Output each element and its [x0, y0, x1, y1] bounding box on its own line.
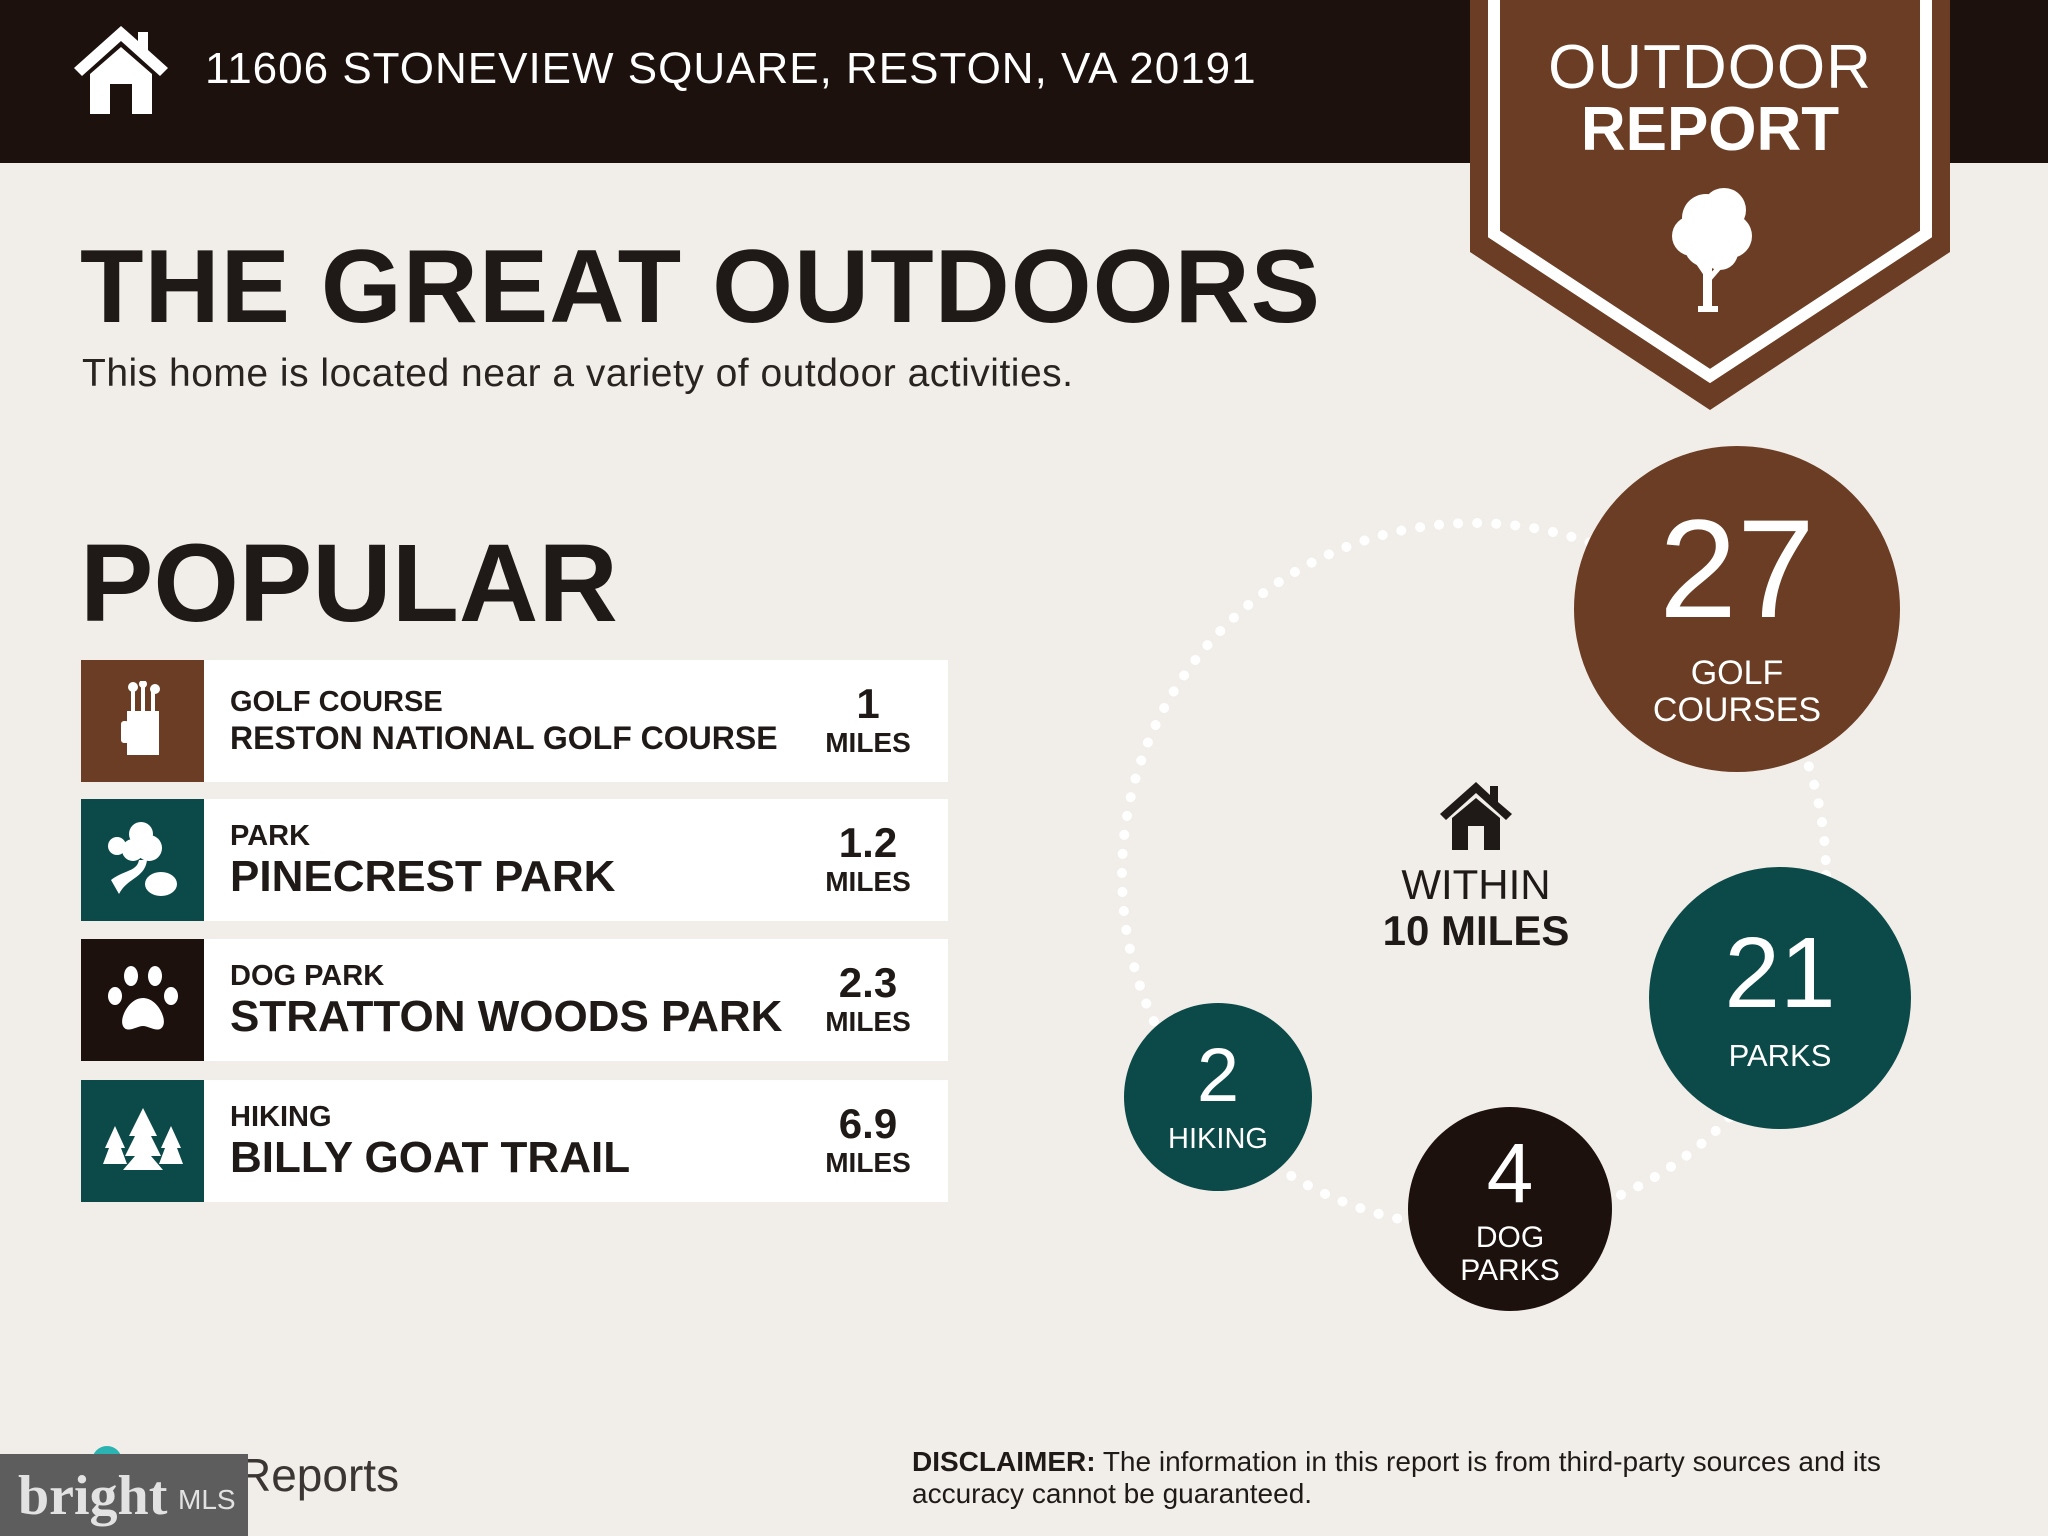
golf-count: 27	[1659, 489, 1815, 647]
page-subtitle: This home is located near a variety of o…	[82, 352, 1074, 395]
popular-item-golf: GOLF COURSE RESTON NATIONAL GOLF COURSE 1…	[81, 660, 948, 782]
parks-count-circle: 21 PARKS	[1649, 867, 1911, 1129]
golf-count-circle: 27 GOLF COURSES	[1574, 446, 1900, 772]
dog-parks-count-circle: 4 DOG PARKS	[1408, 1107, 1612, 1311]
item-unit: MILES	[825, 866, 911, 897]
item-category: DOG PARK	[230, 960, 385, 992]
hiking-label: HIKING	[1168, 1123, 1268, 1156]
item-distance: 1	[856, 680, 880, 727]
dog-label-1: DOG	[1475, 1221, 1545, 1254]
outdoor-report-badge	[1470, 0, 1950, 410]
item-name: RESTON NATIONAL GOLF COURSE	[230, 720, 778, 756]
badge-line-2: REPORT	[1580, 95, 1840, 164]
paw-icon	[81, 939, 204, 1061]
popular-item-dog-park: DOG PARK STRATTON WOODS PARK 2.3 MILES	[81, 939, 948, 1061]
bright-mls-logo: bright MLS	[0, 1454, 248, 1536]
item-name: STRATTON WOODS PARK	[230, 992, 783, 1041]
within-distance: 10 MILES	[1382, 907, 1570, 954]
golf-label-2: COURSES	[1652, 691, 1822, 729]
tree-icon	[1672, 188, 1752, 312]
item-name: PINECREST PARK	[230, 852, 616, 901]
item-distance: 6.9	[838, 1100, 898, 1147]
item-distance: 1.2	[838, 819, 898, 866]
popular-heading: POPULAR	[80, 522, 618, 645]
parks-count: 21	[1724, 916, 1836, 1029]
item-category: HIKING	[230, 1101, 332, 1133]
park-trees-icon	[81, 799, 204, 921]
item-category: PARK	[230, 820, 311, 852]
badge-line-1: OUTDOOR	[1548, 33, 1872, 102]
item-distance: 2.3	[838, 959, 898, 1006]
golf-bag-icon	[81, 660, 204, 782]
item-unit: MILES	[825, 1006, 911, 1037]
disclaimer-label: DISCLAIMER:	[912, 1446, 1096, 1477]
home-icon	[74, 26, 168, 114]
bright-logo-text: bright	[18, 1465, 168, 1527]
item-category: GOLF COURSE	[230, 686, 443, 718]
popular-item-hiking: HIKING BILLY GOAT TRAIL 6.9 MILES	[81, 1080, 948, 1202]
item-unit: MILES	[825, 727, 911, 758]
item-unit: MILES	[825, 1147, 911, 1178]
hiking-count: 2	[1196, 1033, 1240, 1119]
golf-label-1: GOLF	[1690, 653, 1784, 692]
pine-trees-icon	[81, 1080, 204, 1202]
disclaimer-text: The information in this report is from t…	[912, 1446, 1881, 1509]
property-address: 11606 STONEVIEW SQUARE, RESTON, VA 20191	[205, 44, 1257, 93]
reports-brand: Reports	[238, 1449, 400, 1501]
within-label: WITHIN	[1401, 861, 1551, 908]
item-name: BILLY GOAT TRAIL	[230, 1133, 631, 1182]
dog-label-2: PARKS	[1460, 1254, 1560, 1287]
dog-count: 4	[1486, 1126, 1534, 1220]
page-title: THE GREAT OUTDOORS	[80, 229, 1321, 345]
disclaimer: DISCLAIMER: The information in this repo…	[912, 1446, 1992, 1510]
hiking-count-circle: 2 HIKING	[1124, 1003, 1312, 1191]
parks-label: PARKS	[1728, 1037, 1832, 1073]
mls-logo-text: MLS	[178, 1484, 236, 1515]
home-icon	[1440, 782, 1512, 850]
popular-item-park: PARK PINECREST PARK 1.2 MILES	[81, 799, 948, 921]
